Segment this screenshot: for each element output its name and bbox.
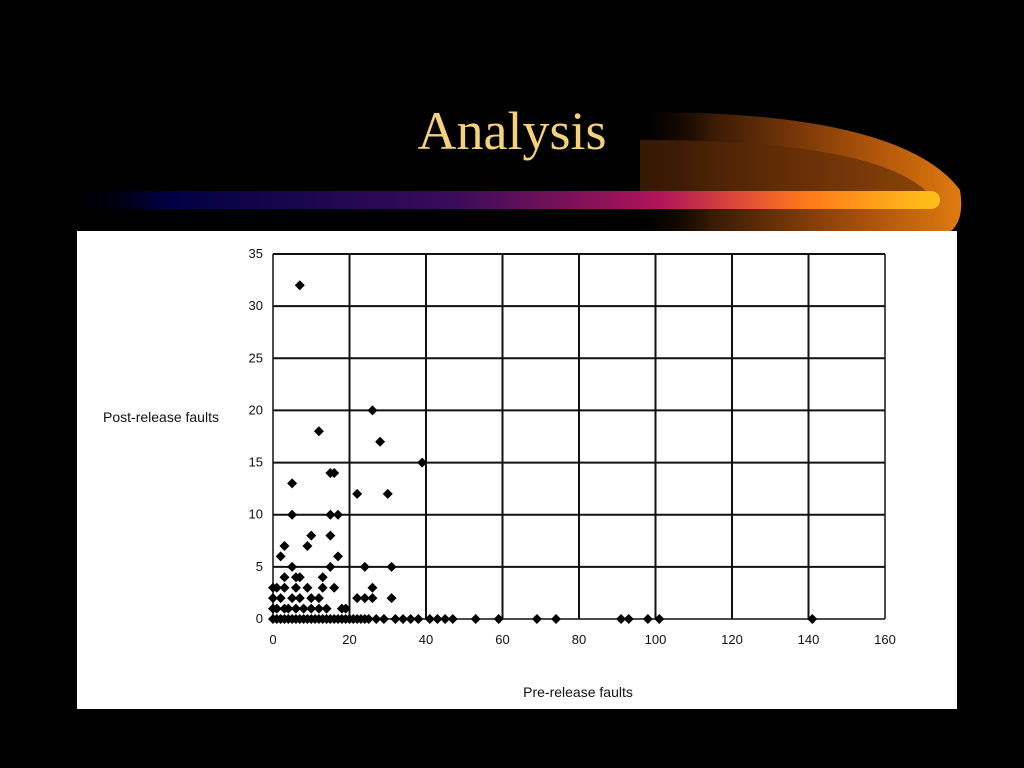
data-point (287, 478, 298, 489)
data-point (359, 561, 370, 572)
data-point (287, 561, 298, 572)
data-point (531, 614, 542, 624)
data-point (279, 582, 290, 593)
data-point (306, 530, 317, 541)
data-point (279, 541, 290, 551)
data-point (386, 593, 397, 604)
data-point (470, 614, 481, 624)
data-point (317, 572, 328, 583)
data-point (275, 551, 286, 562)
data-point (268, 593, 278, 604)
data-point (386, 561, 397, 572)
x-tick-label: 80 (572, 632, 586, 647)
x-tick-label: 140 (798, 632, 820, 647)
x-axis-label: Pre-release faults (523, 684, 633, 700)
x-tick-label: 40 (419, 632, 433, 647)
data-point (493, 614, 504, 624)
data-point (313, 593, 324, 604)
data-point (290, 603, 301, 614)
x-tick-label: 20 (342, 632, 356, 647)
data-point (390, 614, 401, 624)
data-point (306, 603, 317, 614)
y-tick-label: 5 (256, 559, 263, 574)
decorative-swoosh (60, 111, 962, 232)
data-point (321, 603, 332, 614)
y-tick-label: 0 (256, 611, 263, 626)
data-point (333, 551, 344, 562)
data-point (424, 614, 435, 624)
data-point (271, 603, 282, 614)
y-tick-label: 20 (249, 402, 263, 417)
y-tick-label: 15 (249, 455, 263, 470)
data-point (290, 582, 301, 593)
data-point (325, 509, 336, 520)
y-tick-label: 35 (249, 246, 263, 261)
data-point (302, 541, 313, 551)
data-point (294, 593, 305, 604)
chart-panel: 0 20 40 60 80 100 120 140 160 0 5 10 15 20 25 30 35 Pre-… (77, 231, 957, 709)
data-point (371, 614, 382, 624)
data-point (398, 614, 409, 624)
data-point (306, 593, 317, 604)
data-point (367, 593, 378, 604)
data-point (325, 530, 336, 541)
data-point (287, 593, 298, 604)
data-point (325, 468, 336, 478)
data-point (623, 614, 634, 624)
data-point (432, 614, 443, 624)
data-point (378, 614, 389, 624)
data-point (271, 582, 282, 593)
data-point (294, 572, 305, 583)
data-point (447, 614, 458, 624)
data-point (329, 582, 340, 593)
x-tick-label: 60 (495, 632, 509, 647)
chart-points (268, 280, 818, 624)
y-tick-label: 10 (249, 507, 263, 522)
x-tick-label: 160 (874, 632, 896, 647)
data-point (317, 582, 328, 593)
data-point (807, 614, 818, 624)
data-point (413, 614, 424, 624)
data-point (642, 614, 653, 624)
data-point (294, 280, 305, 291)
data-point (359, 593, 370, 604)
y-axis-label: Post-release faults (103, 409, 219, 425)
data-point (375, 436, 386, 447)
data-point (275, 593, 286, 604)
data-point (283, 603, 294, 614)
chart-tick-labels: 0 20 40 60 80 100 120 140 160 0 5 10 15 20 25 30 35 (249, 246, 896, 647)
data-point (367, 405, 378, 416)
data-point (333, 509, 344, 520)
data-point (313, 603, 324, 614)
data-point (616, 614, 627, 624)
data-point (417, 457, 428, 468)
data-point (654, 614, 665, 624)
data-point (340, 603, 351, 614)
data-point (298, 603, 309, 614)
data-point (302, 582, 313, 593)
data-point (405, 614, 416, 624)
y-tick-label: 30 (249, 298, 263, 313)
data-point (440, 614, 451, 624)
slide-title: Analysis (417, 101, 607, 161)
x-tick-label: 120 (721, 632, 743, 647)
data-point (367, 582, 378, 593)
data-point (551, 614, 562, 624)
data-point (352, 593, 363, 604)
data-point (287, 509, 298, 520)
data-point (279, 572, 290, 583)
swoosh-bar (60, 191, 940, 209)
y-tick-label: 25 (249, 350, 263, 365)
data-point (363, 614, 374, 624)
x-tick-label: 0 (269, 632, 276, 647)
data-point (382, 488, 393, 499)
scatter-chart: 0 20 40 60 80 100 120 140 160 0 5 10 15 20 25 30 35 Pre-… (103, 246, 896, 700)
x-tick-label: 100 (645, 632, 667, 647)
swoosh-arc-inner (640, 140, 930, 205)
data-point (325, 561, 336, 572)
data-point (352, 488, 363, 499)
data-point (313, 426, 324, 437)
